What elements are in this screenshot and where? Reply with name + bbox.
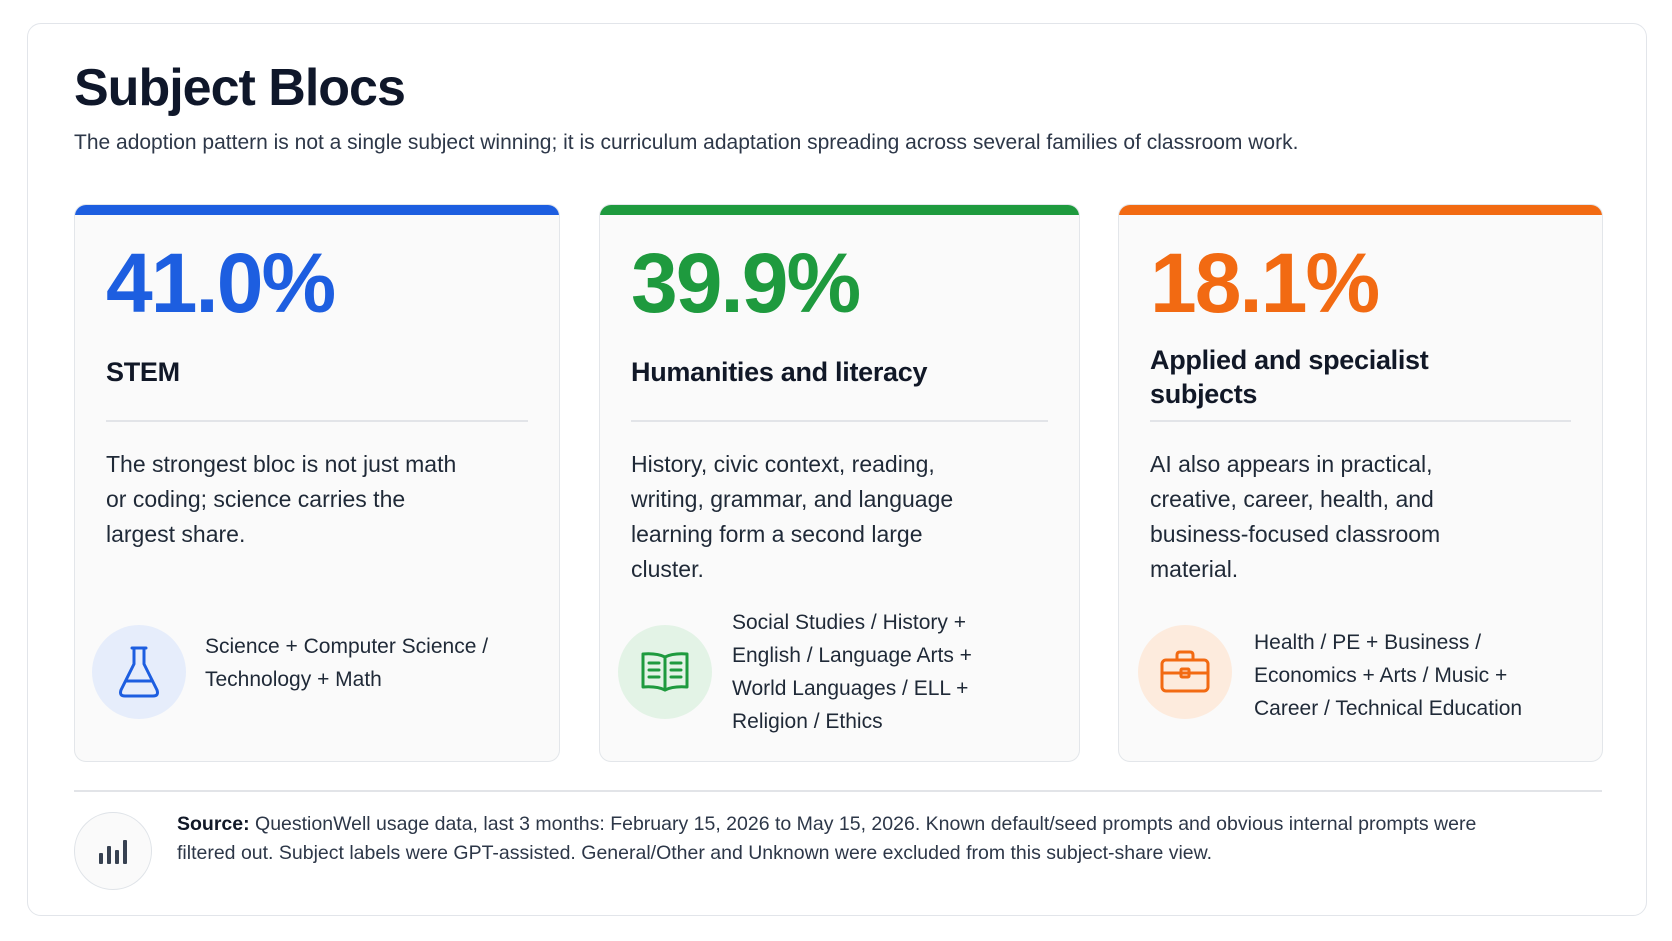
page-title: Subject Blocs xyxy=(74,59,406,117)
card-percent: 39.9% xyxy=(631,236,861,330)
card-percent: 41.0% xyxy=(106,236,336,330)
footer-divider xyxy=(74,790,1602,792)
briefcase-icon xyxy=(1138,625,1232,719)
card-divider xyxy=(106,420,528,422)
card-divider xyxy=(1150,420,1571,422)
card-label: Applied and specialist subjects xyxy=(1150,345,1429,409)
card-subjects: Science + Computer Science / Technology … xyxy=(205,635,489,691)
source-text: QuestionWell usage data, last 3 months: … xyxy=(177,813,1477,864)
source-note: Source: QuestionWell usage data, last 3 … xyxy=(177,810,1477,868)
bar-chart-icon xyxy=(74,812,152,890)
card-subjects: Social Studies / History + English / Lan… xyxy=(732,611,972,733)
card-description: The strongest bloc is not just math or c… xyxy=(106,451,457,547)
card-divider xyxy=(631,420,1048,422)
stem-card: 41.0% STEM The strongest bloc is not jus… xyxy=(74,204,560,762)
applied-card: 18.1% Applied and specialist subjects AI… xyxy=(1118,204,1603,762)
card-description: History, civic context, reading, writing… xyxy=(631,451,954,582)
card-description: AI also appears in practical, creative, … xyxy=(1150,451,1441,582)
card-accent-bar xyxy=(600,205,1079,215)
card-label: Humanities and literacy xyxy=(631,357,928,387)
humanities-card: 39.9% Humanities and literacy History, c… xyxy=(599,204,1080,762)
card-percent: 18.1% xyxy=(1150,236,1380,330)
source-label: Source: xyxy=(177,813,250,835)
card-label: STEM xyxy=(106,357,180,387)
page-subtitle: The adoption pattern is not a single sub… xyxy=(74,131,1299,154)
card-subjects: Health / PE + Business / Economics + Art… xyxy=(1254,631,1523,720)
open-book-icon xyxy=(618,625,712,719)
card-accent-bar xyxy=(1119,205,1602,215)
flask-icon xyxy=(92,625,186,719)
card-accent-bar xyxy=(75,205,559,215)
